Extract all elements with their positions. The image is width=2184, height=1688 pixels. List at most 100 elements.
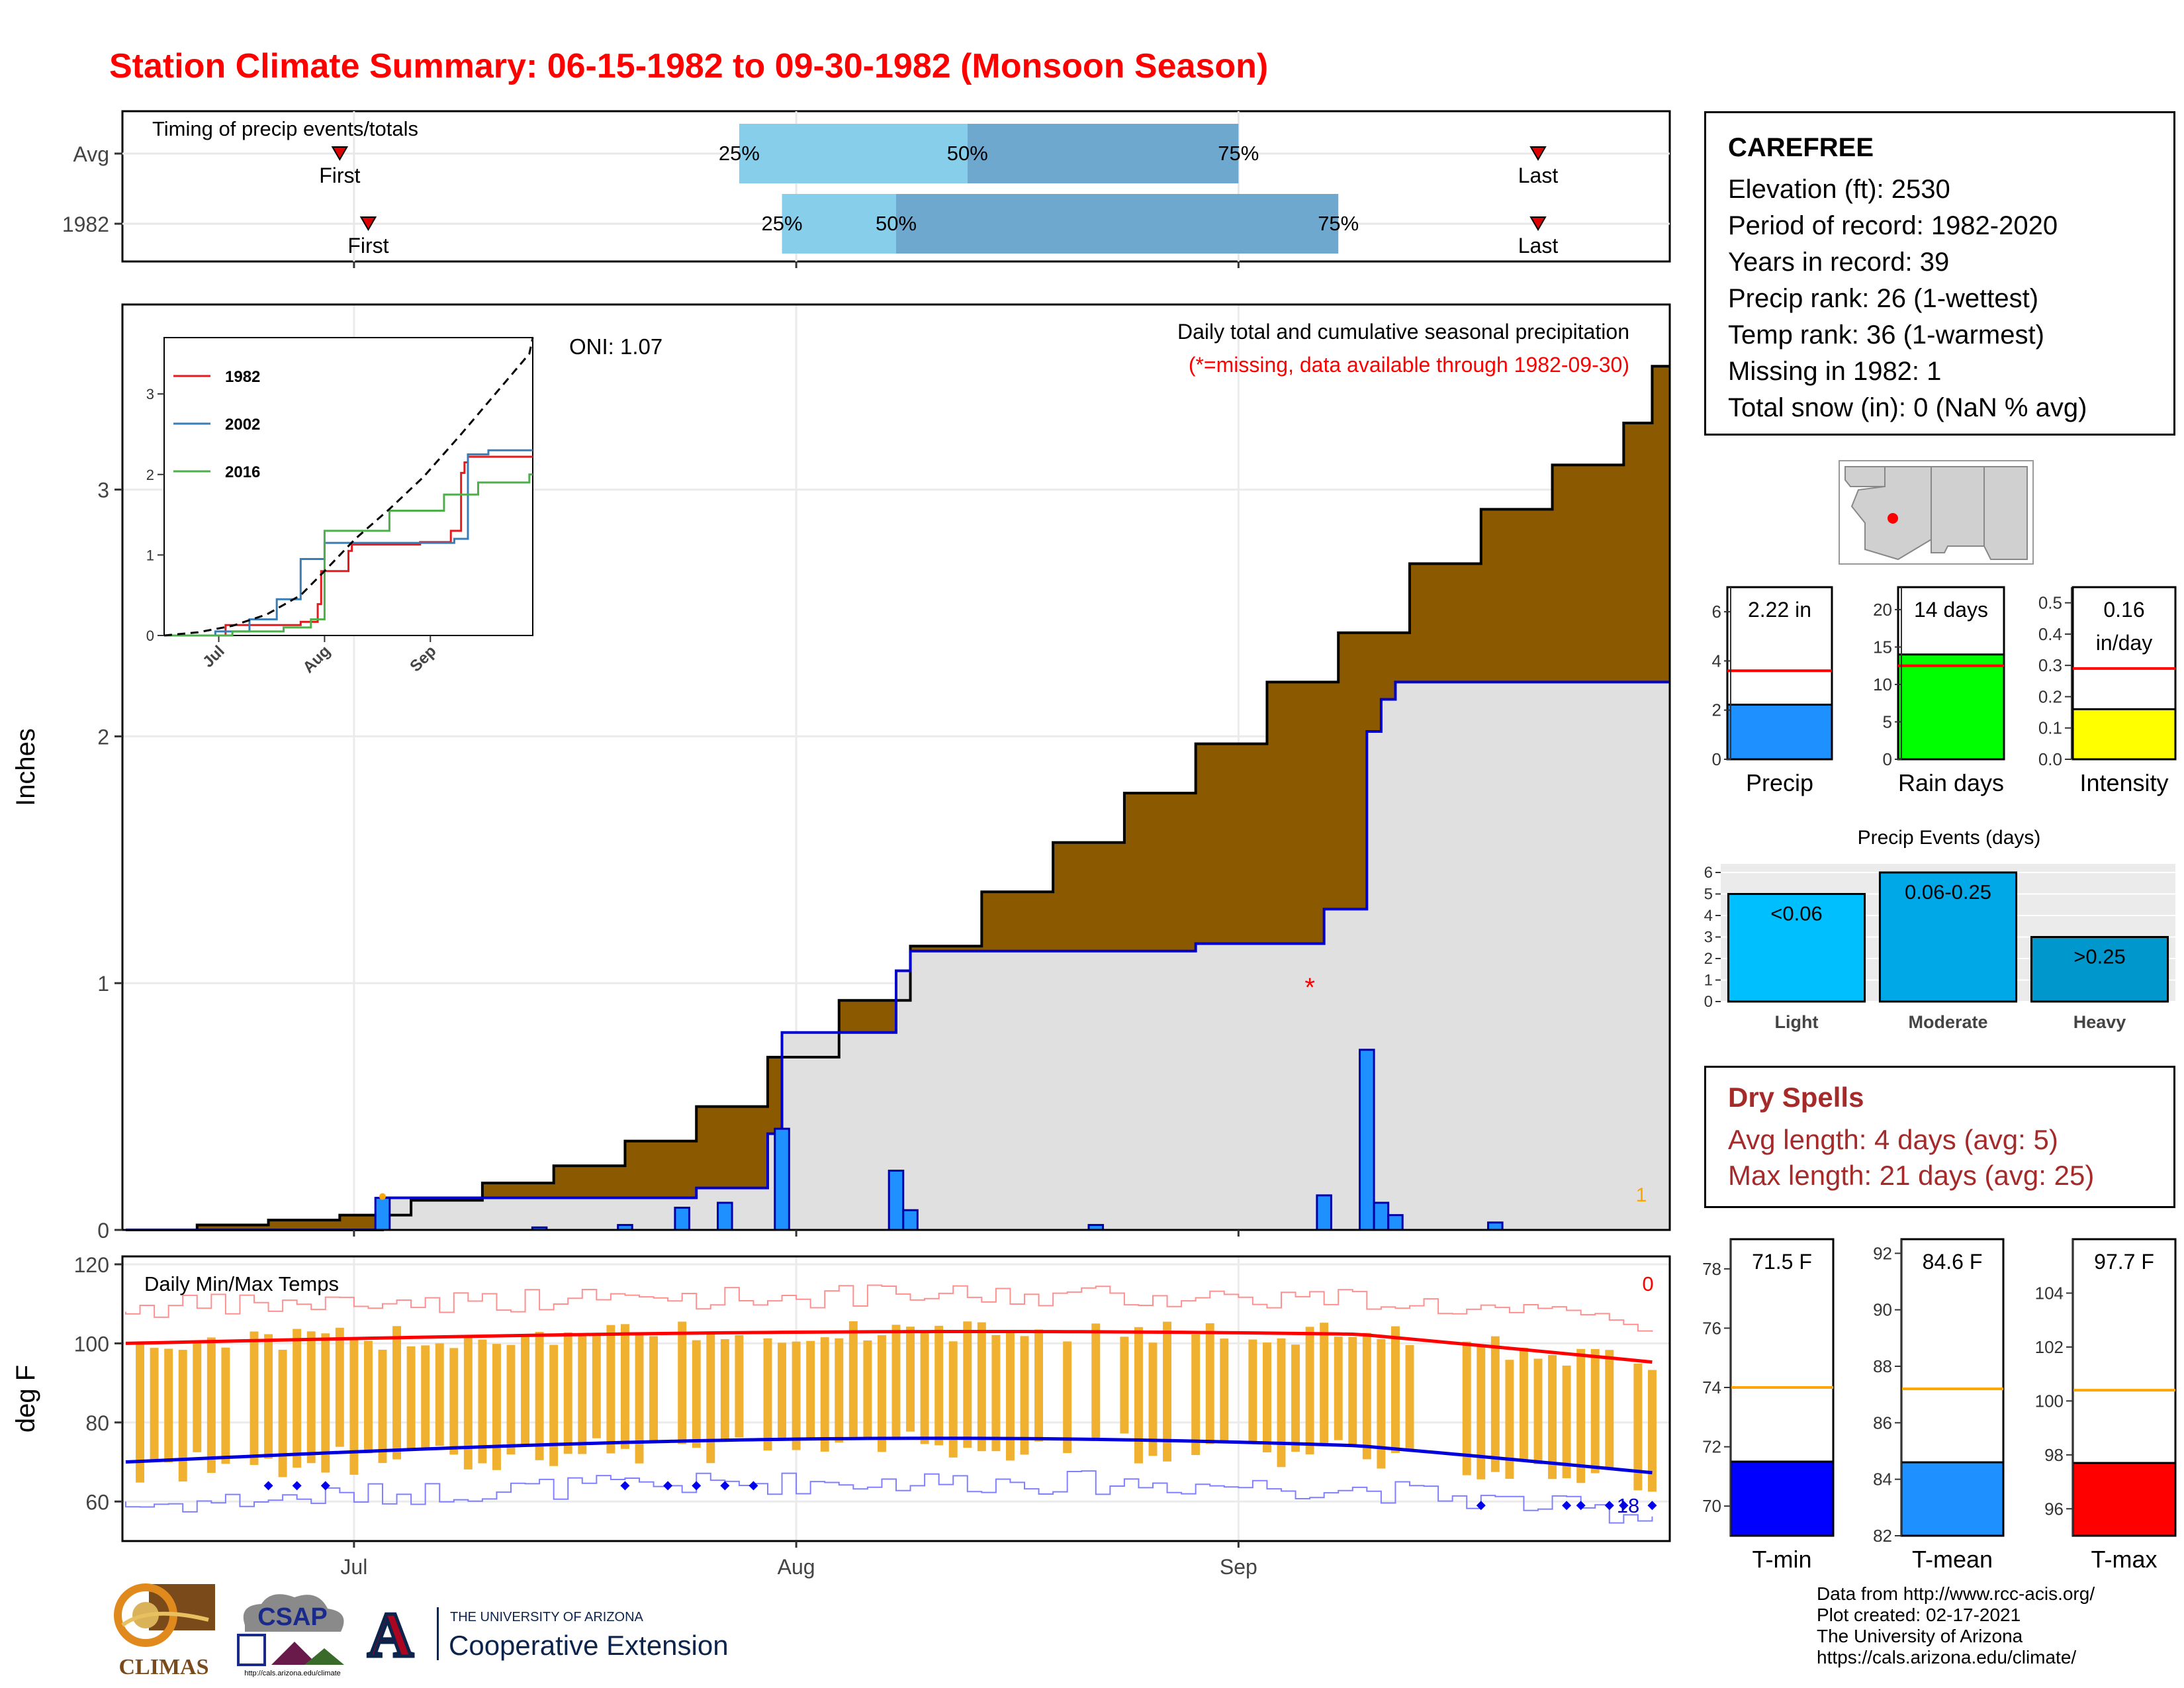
- daily-temp-bar: [720, 1338, 729, 1441]
- dry-spells-max: Max length: 21 days (avg: 25): [1728, 1160, 2095, 1191]
- temp-x-tick-label: Jul: [340, 1555, 367, 1579]
- daily-temp-bar: [1305, 1327, 1314, 1455]
- daily-temp-bar: [1191, 1334, 1201, 1456]
- timing-last-label: Last: [1518, 164, 1559, 187]
- daily-temp-bar: [963, 1321, 972, 1448]
- missing-count-label: 1: [1636, 1184, 1647, 1206]
- raindays-gauge-y-tick-label: 10: [1873, 675, 1892, 694]
- precip-annotation-title: Daily total and cumulative seasonal prec…: [1177, 320, 1629, 344]
- raindays-gauge-y-tick-label: 0: [1883, 749, 1892, 769]
- intensity-gauge-value-label: 0.16: [2103, 598, 2144, 622]
- tmean-gauge-y-tick-label: 84: [1873, 1470, 1892, 1489]
- credits: Data from http://www.rcc-acis.org/ Plot …: [1817, 1583, 2095, 1668]
- credit-data-source: Data from http://www.rcc-acis.org/: [1817, 1583, 2095, 1604]
- temp-frame: [121, 1255, 1671, 1542]
- daily-temp-bar: [934, 1325, 944, 1446]
- raindays-gauge-value-label: 14 days: [1914, 598, 1988, 622]
- precip-gauge-y-tick-label: 2: [1712, 700, 1721, 720]
- record-low-marker: [1576, 1501, 1586, 1511]
- temp-chart: 60 80 100 120 Jul Aug Sep deg F Daily Min/Max Te…: [11, 1253, 1671, 1579]
- station-years: Years in record: 39: [1728, 248, 1950, 277]
- temp-y-tick-label: 60: [85, 1490, 109, 1514]
- timing-bar-25-50: [782, 194, 896, 254]
- daily-temp-bar: [250, 1331, 259, 1466]
- station-elevation: Elevation (ft): 2530: [1728, 175, 1950, 204]
- timing-row-label: 1982: [62, 212, 109, 236]
- daily-temp-bar: [264, 1334, 273, 1459]
- csap-logo-icon: CSAP http://cals.arizona.edu/climate: [237, 1594, 344, 1677]
- tmean-gauge-x-label: T-mean: [1912, 1546, 1993, 1573]
- daily-temp-bar: [506, 1344, 516, 1455]
- record-low-marker: [1619, 1501, 1629, 1511]
- timing-p25-label: 25%: [719, 142, 760, 165]
- precip-gauge-value-label: 2.22 in: [1748, 598, 1811, 622]
- daily-precip-bar: [1373, 1201, 1390, 1231]
- climas-logo: CLIMAS: [109, 1579, 218, 1679]
- temp-y-tick-label: 80: [85, 1411, 109, 1435]
- daily-temp-bar: [692, 1340, 701, 1448]
- record-low-marker: [1476, 1501, 1486, 1511]
- daily-precip-bar: [1316, 1194, 1332, 1231]
- timing-row-label: Avg: [73, 142, 109, 166]
- precip-events-y-tick-label: 1: [1704, 972, 1713, 990]
- dry-spells-title: Dry Spells: [1728, 1082, 1864, 1113]
- daily-temp-bar: [1063, 1341, 1072, 1454]
- station-info-box: CAREFREE Elevation (ft): 2530 Period of …: [1704, 111, 2175, 436]
- tmin-gauge-y-tick-label: 76: [1702, 1318, 1721, 1338]
- daily-temp-bar: [991, 1335, 1001, 1452]
- inset-legend-label: 1982: [225, 368, 260, 386]
- daily-temp-bar: [820, 1337, 829, 1452]
- daily-temp-bar: [1505, 1360, 1514, 1479]
- raindays-gauge-x-label: Rain days: [1898, 769, 2004, 796]
- precip-gauge-y-tick-label: 0: [1712, 749, 1721, 769]
- temp-y-tick-label: 100: [74, 1332, 109, 1356]
- record-low-marker: [749, 1481, 758, 1491]
- avg-min-temp-line: [125, 1436, 1653, 1475]
- daily-temp-bar: [620, 1324, 629, 1449]
- credit-website: https://cals.arizona.edu/climate/: [1817, 1647, 2077, 1667]
- daily-temp-bar: [206, 1337, 216, 1474]
- precip-events-bar-label: >0.25: [2073, 945, 2125, 968]
- svg-text:A: A: [367, 1602, 413, 1668]
- daily-temp-bar: [349, 1337, 359, 1475]
- daily-temp-bar: [150, 1348, 159, 1460]
- daily-temp-bar: [421, 1345, 430, 1450]
- temp-count-top: 0: [1642, 1272, 1653, 1295]
- avg-max-temp-line: [125, 1329, 1653, 1364]
- daily-temp-bar: [763, 1338, 772, 1451]
- csap-logo-url: http://cals.arizona.edu/climate: [244, 1669, 341, 1677]
- daily-temp-bar: [1548, 1355, 1557, 1479]
- daily-precip-bar: [674, 1206, 690, 1231]
- precip-events-bar: [1727, 893, 1866, 1003]
- record-low-marker: [320, 1481, 330, 1491]
- csap-logo: CSAP http://cals.arizona.edu/climate: [232, 1585, 354, 1685]
- precip-events-bar-label: <0.06: [1770, 902, 1822, 925]
- record-low-marker: [663, 1481, 673, 1491]
- precip-events-x-label: Heavy: [2073, 1012, 2126, 1032]
- tmin-gauge-y-tick-label: 78: [1702, 1259, 1721, 1279]
- timing-p75-label: 75%: [1218, 142, 1259, 165]
- intensity-gauge-y-tick-label: 0.0: [2038, 749, 2062, 769]
- precip-gauge-y-tick-label: 6: [1712, 602, 1721, 622]
- daily-temp-bar: [1348, 1336, 1357, 1444]
- precip-events-x-label: Moderate: [1908, 1012, 1987, 1032]
- timing-last-label: Last: [1518, 234, 1559, 258]
- tmin-gauge-x-label: T-min: [1752, 1546, 1812, 1573]
- daily-temp-bar: [563, 1332, 572, 1454]
- daily-temp-bar: [977, 1322, 986, 1452]
- timing-p25-label: 25%: [762, 212, 803, 235]
- temp-y-tick-label: 120: [74, 1253, 109, 1277]
- intensity-gauge-value-label2: in/day: [2096, 631, 2152, 655]
- station-period: Period of record: 1982-2020: [1728, 211, 2058, 240]
- daily-temp-bar: [877, 1335, 886, 1452]
- daily-temp-bar: [1005, 1331, 1015, 1461]
- daily-temp-bar: [392, 1326, 402, 1460]
- timing-first-label: First: [319, 164, 360, 187]
- intensity-gauge-y-tick-label: 0.1: [2038, 718, 2062, 738]
- inset-y-tick-label: 2: [146, 467, 154, 483]
- ua-a-icon: A: [366, 1602, 415, 1668]
- intensity-gauge-bar: [2071, 708, 2177, 761]
- tmax-gauge-value-label: 97.7 F: [2094, 1250, 2154, 1274]
- credit-university: The University of Arizona: [1817, 1626, 2023, 1646]
- daily-temp-bar: [948, 1341, 958, 1458]
